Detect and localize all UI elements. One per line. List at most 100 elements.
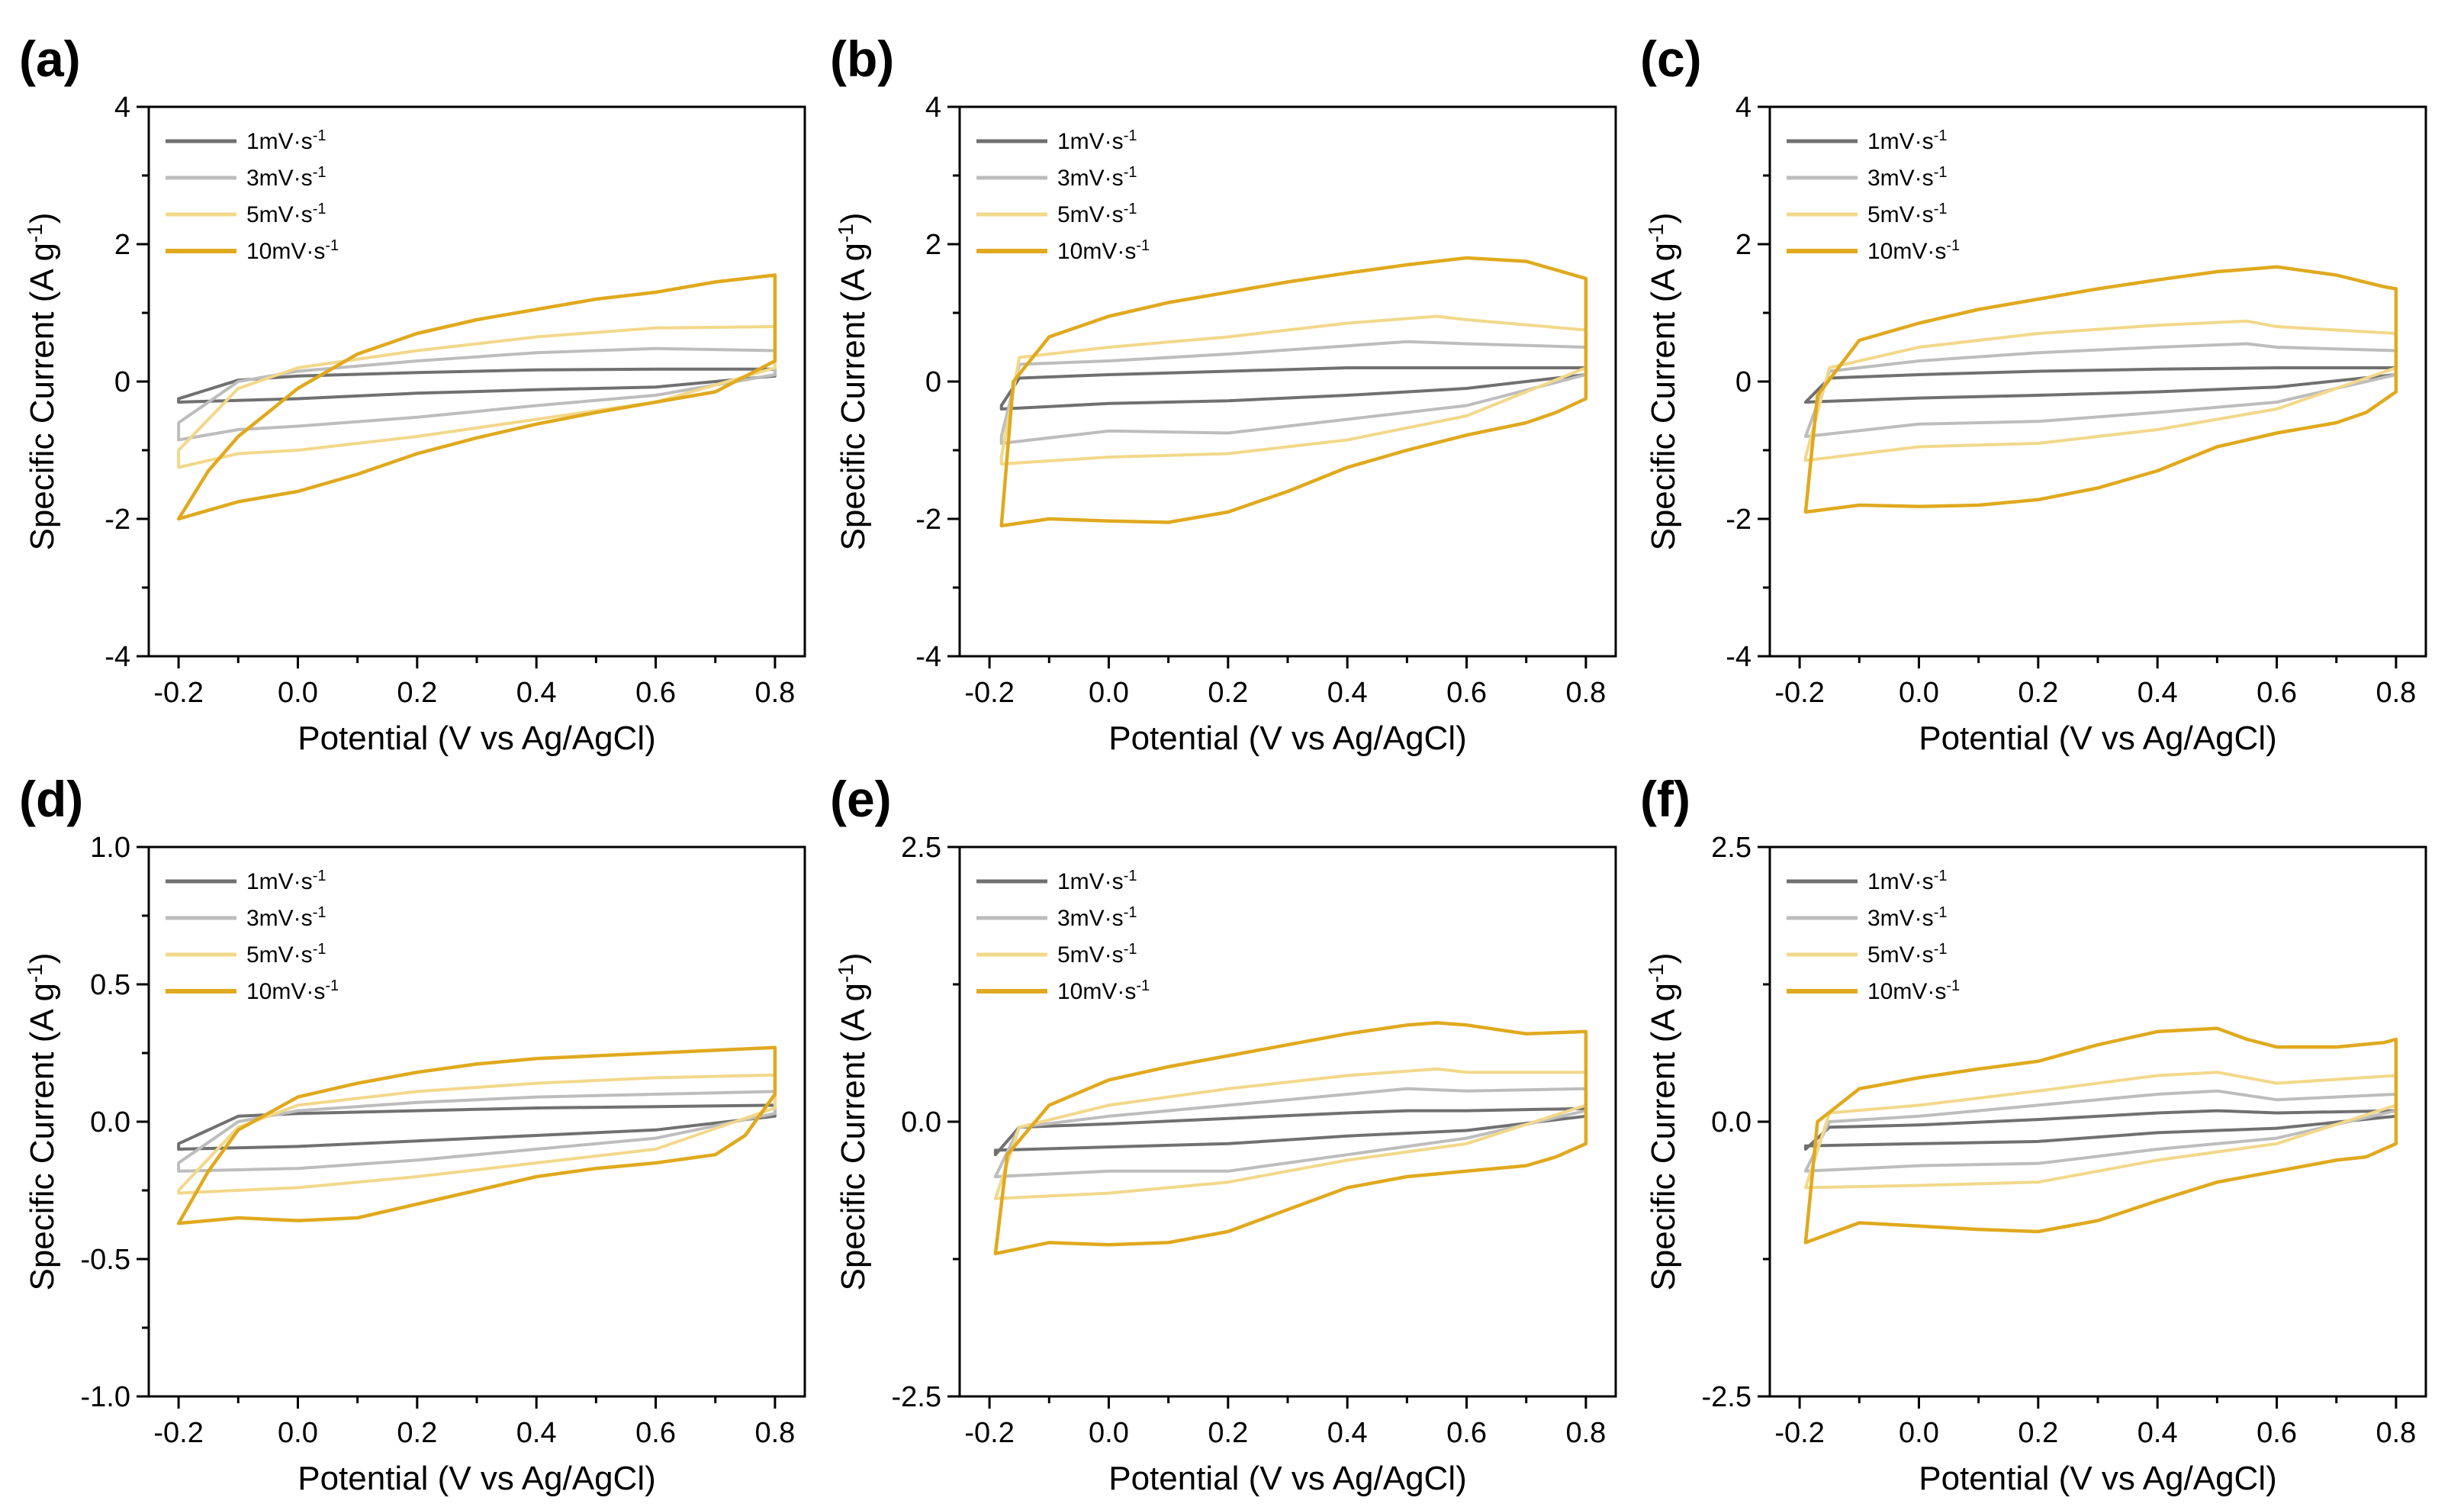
panel-1-xtick-label-5: 0.8 bbox=[1565, 677, 1606, 709]
panel-1-legend-entry-2: 5mV·s-1 bbox=[1057, 201, 1137, 227]
panel-5-legend-entry-0: 1mV·s-1 bbox=[1867, 868, 1947, 894]
panel-4-legend-entry-1: 3mV·s-1 bbox=[1057, 904, 1137, 931]
panel-4-xtick-label-2: 0.2 bbox=[1208, 1417, 1248, 1449]
panel-2-series-3-line bbox=[1803, 265, 2398, 514]
panel-0-legend-entry-2: 5mV·s-1 bbox=[246, 201, 326, 227]
panel-4-ylabel: Specific Current (A g-1) bbox=[834, 952, 873, 1290]
panel-4-xtick-label-4: 0.6 bbox=[1446, 1417, 1487, 1449]
panel-3-ylabel: Specific Current (A g-1) bbox=[23, 952, 62, 1290]
panel-1-ytick-label-2: 0 bbox=[925, 366, 941, 398]
panel-3-ytick-label-2: 0.0 bbox=[90, 1106, 130, 1138]
panel-3-label: (d) bbox=[19, 771, 83, 827]
panel-4-series-2-line bbox=[993, 1067, 1587, 1200]
panel-4-legend-entry-3: 10mV·s-1 bbox=[1057, 977, 1150, 1004]
panel-2-xtick-label-3: 0.4 bbox=[2138, 677, 2178, 709]
panel-5-series-3-line bbox=[1803, 1026, 2398, 1245]
panel-3-ytick-label-3: 0.5 bbox=[90, 969, 130, 1001]
panel-0-xtick-label-1: 0.0 bbox=[278, 677, 318, 709]
panel-3-group: (d) -0.2 0.0 0.2 0.4 0.6 0.8 -1.0 -0.5 0.0 0.5 1.0 P… bbox=[19, 771, 806, 1497]
panel-1-ylabel: Specific Current (A g-1) bbox=[834, 212, 873, 550]
panel-3-xtick-label-5: 0.8 bbox=[754, 1417, 795, 1449]
panel-2-ytick-label-1: -2 bbox=[1726, 504, 1751, 536]
panel-2-ytick-label-2: 0 bbox=[1735, 366, 1751, 398]
panel-0-ytick-label-0: -4 bbox=[105, 641, 130, 673]
panel-3-legend-entry-1: 3mV·s-1 bbox=[246, 904, 326, 931]
panel-3-xtick-label-2: 0.2 bbox=[397, 1417, 437, 1449]
panel-3-xtick-label-3: 0.4 bbox=[516, 1417, 557, 1449]
panel-2-series-1-line bbox=[1803, 342, 2398, 438]
panel-1-legend-entry-3: 10mV·s-1 bbox=[1057, 237, 1150, 264]
panel-3-xtick-label-1: 0.0 bbox=[278, 1417, 318, 1449]
panel-5-ytick-label-0: -2.5 bbox=[1702, 1381, 1751, 1413]
panel-2-legend-entry-0: 1mV·s-1 bbox=[1867, 127, 1947, 154]
panel-0-legend-entry-3: 10mV·s-1 bbox=[246, 237, 339, 264]
panel-1-label: (b) bbox=[830, 31, 894, 87]
panel-5-xlabel: Potential (V vs Ag/AgCl) bbox=[1919, 1460, 2277, 1497]
panel-5-group: (f) -0.2 0.0 0.2 0.4 0.6 0.8 -2.5 0.0 2.5 Potentia… bbox=[1640, 771, 2427, 1497]
panel-3-xtick-label-4: 0.6 bbox=[635, 1417, 676, 1449]
panel-5-legend-entry-1: 3mV·s-1 bbox=[1867, 904, 1947, 931]
panel-1-xtick-label-2: 0.2 bbox=[1208, 677, 1248, 709]
panel-0-ylabel: Specific Current (A g-1) bbox=[23, 212, 62, 550]
panel-0-label: (a) bbox=[19, 31, 81, 87]
panel-4-group: (e) -0.2 0.0 0.2 0.4 0.6 0.8 -2.5 0.0 2.5 Potentia… bbox=[830, 771, 1617, 1497]
panel-4-ytick-label-1: 0.0 bbox=[901, 1106, 941, 1138]
panel-4-legend-entry-2: 5mV·s-1 bbox=[1057, 941, 1137, 968]
panel-5-xtick-label-5: 0.8 bbox=[2376, 1417, 2416, 1449]
panel-0-ytick-label-2: 0 bbox=[114, 366, 130, 398]
panel-5-xtick-label-2: 0.2 bbox=[2018, 1417, 2058, 1449]
panel-0-xlabel: Potential (V vs Ag/AgCl) bbox=[298, 720, 656, 757]
panel-1-ytick-label-0: -4 bbox=[915, 641, 941, 673]
panel-2-legend-entry-3: 10mV·s-1 bbox=[1867, 237, 1960, 264]
panel-5-series-2-line bbox=[1803, 1071, 2398, 1190]
panel-4-ytick-label-2: 2.5 bbox=[901, 832, 941, 864]
panel-0-xtick-label-5: 0.8 bbox=[754, 677, 795, 709]
panel-2-xtick-label-0: -0.2 bbox=[1774, 677, 1824, 709]
panel-5-legend-entry-3: 10mV·s-1 bbox=[1867, 977, 1960, 1004]
panel-0-legend-entry-0: 1mV·s-1 bbox=[246, 127, 326, 154]
panel-1-xtick-label-4: 0.6 bbox=[1446, 677, 1487, 709]
panel-0-xtick-label-4: 0.6 bbox=[635, 677, 676, 709]
panel-3-legend-entry-3: 10mV·s-1 bbox=[246, 977, 339, 1004]
panel-5-ylabel: Specific Current (A g-1) bbox=[1644, 952, 1683, 1290]
panel-0-legend-entry-1: 3mV·s-1 bbox=[246, 164, 326, 191]
panel-0-xtick-label-0: -0.2 bbox=[153, 677, 203, 709]
panel-3-xtick-label-0: -0.2 bbox=[153, 1417, 203, 1449]
panel-3-ytick-label-4: 1.0 bbox=[90, 832, 130, 864]
panel-5-ytick-label-2: 2.5 bbox=[1711, 832, 1751, 864]
panel-4-series-1-line bbox=[993, 1087, 1587, 1178]
panel-2-legend-entry-1: 3mV·s-1 bbox=[1867, 164, 1947, 191]
panel-5-xtick-label-4: 0.6 bbox=[2257, 1417, 2297, 1449]
panel-2-xtick-label-1: 0.0 bbox=[1899, 677, 1939, 709]
panel-2-xtick-label-2: 0.2 bbox=[2018, 677, 2058, 709]
panel-4-ytick-label-0: -2.5 bbox=[892, 1381, 941, 1413]
panel-4-xtick-label-5: 0.8 bbox=[1565, 1417, 1606, 1449]
panel-3-xlabel: Potential (V vs Ag/AgCl) bbox=[298, 1460, 656, 1497]
panel-2-ytick-label-0: -4 bbox=[1726, 641, 1751, 673]
panel-4-label: (e) bbox=[830, 771, 892, 827]
panel-5-xtick-label-3: 0.4 bbox=[2138, 1417, 2178, 1449]
panel-2-ytick-label-3: 2 bbox=[1735, 229, 1751, 261]
panel-3-legend-entry-2: 5mV·s-1 bbox=[246, 941, 326, 968]
panel-0-series-3-line bbox=[176, 273, 777, 521]
panel-1-legend-entry-1: 3mV·s-1 bbox=[1057, 164, 1137, 191]
panel-1-ytick-label-3: 2 bbox=[925, 229, 941, 261]
panel-5-label: (f) bbox=[1640, 771, 1690, 827]
panel-1-ytick-label-4: 4 bbox=[925, 92, 941, 124]
panel-2-xlabel: Potential (V vs Ag/AgCl) bbox=[1919, 720, 2277, 757]
panel-2-ytick-label-4: 4 bbox=[1735, 92, 1751, 124]
panel-2-label: (c) bbox=[1640, 31, 1702, 87]
panel-4-series-3-line bbox=[993, 1021, 1588, 1256]
panel-1-legend-entry-0: 1mV·s-1 bbox=[1057, 127, 1137, 154]
panel-4-xtick-label-3: 0.4 bbox=[1327, 1417, 1368, 1449]
panel-0-xtick-label-3: 0.4 bbox=[516, 677, 557, 709]
panel-0-series-2-line bbox=[177, 325, 777, 469]
panel-1-xtick-label-0: -0.2 bbox=[964, 677, 1014, 709]
panel-1-xlabel: Potential (V vs Ag/AgCl) bbox=[1108, 720, 1467, 757]
panel-4-xlabel: Potential (V vs Ag/AgCl) bbox=[1108, 1460, 1467, 1497]
panel-3-series-3-line bbox=[176, 1045, 777, 1225]
panel-4-xtick-label-1: 0.0 bbox=[1089, 1417, 1129, 1449]
panel-5-legend-entry-2: 5mV·s-1 bbox=[1867, 941, 1947, 968]
